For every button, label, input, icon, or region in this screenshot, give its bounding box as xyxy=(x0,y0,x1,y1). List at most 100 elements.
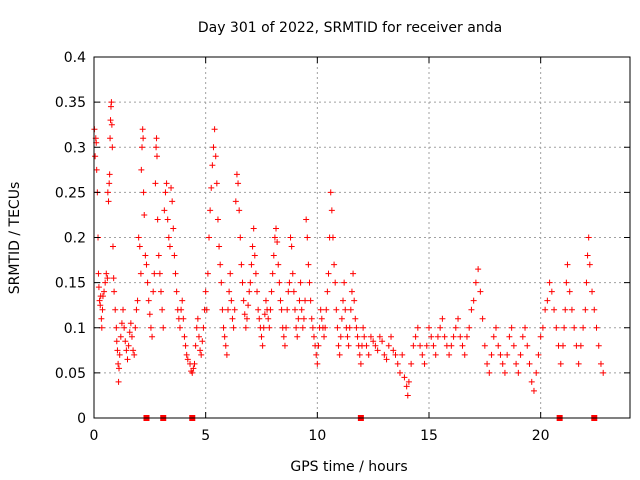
data-point xyxy=(136,243,143,250)
data-point xyxy=(286,279,293,286)
data-point xyxy=(92,153,99,160)
data-point xyxy=(347,306,354,313)
data-point xyxy=(298,306,305,313)
data-point xyxy=(421,360,428,367)
data-point xyxy=(138,166,145,173)
data-point xyxy=(146,311,153,318)
data-point xyxy=(392,351,399,358)
data-point xyxy=(441,333,448,340)
data-point xyxy=(589,288,596,295)
data-point xyxy=(144,279,151,286)
data-point xyxy=(189,369,196,376)
data-point xyxy=(208,184,215,191)
data-point xyxy=(280,333,287,340)
data-point xyxy=(385,342,392,349)
data-point xyxy=(197,347,204,354)
data-point xyxy=(107,135,114,142)
data-point xyxy=(583,279,590,286)
data-point xyxy=(517,351,524,358)
data-point xyxy=(324,288,331,295)
data-point xyxy=(117,333,124,340)
data-point xyxy=(329,234,336,241)
data-point xyxy=(340,297,347,304)
data-point xyxy=(168,184,175,191)
x-tick-label: 20 xyxy=(532,428,550,444)
data-point xyxy=(275,261,282,268)
data-point xyxy=(470,297,477,304)
data-point xyxy=(381,351,388,358)
data-point xyxy=(361,333,368,340)
data-point xyxy=(582,306,589,313)
data-point xyxy=(123,347,130,354)
data-point xyxy=(568,306,575,313)
data-point xyxy=(430,342,437,349)
data-point xyxy=(106,171,113,178)
data-point xyxy=(284,306,291,313)
y-tick-label: 0.4 xyxy=(64,50,86,66)
data-point xyxy=(332,279,339,286)
data-point xyxy=(299,324,306,331)
data-point xyxy=(139,126,146,133)
data-point xyxy=(344,333,351,340)
data-point xyxy=(130,347,137,354)
data-point xyxy=(479,315,486,322)
data-point xyxy=(399,351,406,358)
data-point xyxy=(499,360,506,367)
data-point xyxy=(153,153,160,160)
x-tick-label: 0 xyxy=(90,428,99,444)
data-point xyxy=(542,306,549,313)
data-point xyxy=(262,297,269,304)
data-point xyxy=(140,189,147,196)
data-point xyxy=(259,342,266,349)
data-point xyxy=(305,261,312,268)
data-point xyxy=(481,342,488,349)
data-point xyxy=(172,270,179,277)
data-point xyxy=(104,189,111,196)
y-axis-label: SRMTID / TECUs xyxy=(7,182,23,295)
x-tick-label: 5 xyxy=(201,428,210,444)
data-point xyxy=(289,270,296,277)
data-point xyxy=(293,324,300,331)
data-point xyxy=(111,288,118,295)
data-point xyxy=(219,306,226,313)
data-point xyxy=(271,234,278,241)
data-point xyxy=(209,162,216,169)
data-point xyxy=(102,279,109,286)
data-point xyxy=(546,279,553,286)
data-point xyxy=(191,360,198,367)
data-point xyxy=(278,306,285,313)
data-point xyxy=(153,135,160,142)
data-point xyxy=(432,351,439,358)
data-point xyxy=(281,342,288,349)
data-point xyxy=(560,342,566,349)
data-point xyxy=(255,306,262,313)
data-point xyxy=(153,144,160,151)
data-point xyxy=(180,315,187,322)
data-point xyxy=(448,342,455,349)
data-point xyxy=(267,306,274,313)
data-point xyxy=(472,279,479,286)
x-axis-label: GPS time / hours xyxy=(290,459,407,475)
data-point xyxy=(158,288,164,295)
data-point xyxy=(352,315,359,322)
data-point xyxy=(584,252,591,259)
data-point xyxy=(580,324,587,331)
data-point xyxy=(204,270,211,277)
data-point xyxy=(181,333,188,340)
y-tick-label: 0.05 xyxy=(55,366,86,382)
data-point xyxy=(307,297,314,304)
data-point xyxy=(457,333,464,340)
data-point xyxy=(104,275,111,282)
data-point xyxy=(142,252,149,259)
data-point xyxy=(211,126,218,133)
data-point xyxy=(486,369,493,376)
data-point xyxy=(216,243,223,250)
data-point xyxy=(434,333,441,340)
data-point xyxy=(526,360,533,367)
data-point xyxy=(310,333,317,340)
data-point xyxy=(586,261,593,268)
data-point xyxy=(202,288,209,295)
data-point xyxy=(128,333,135,340)
data-point xyxy=(268,288,275,295)
data-point xyxy=(200,324,207,331)
